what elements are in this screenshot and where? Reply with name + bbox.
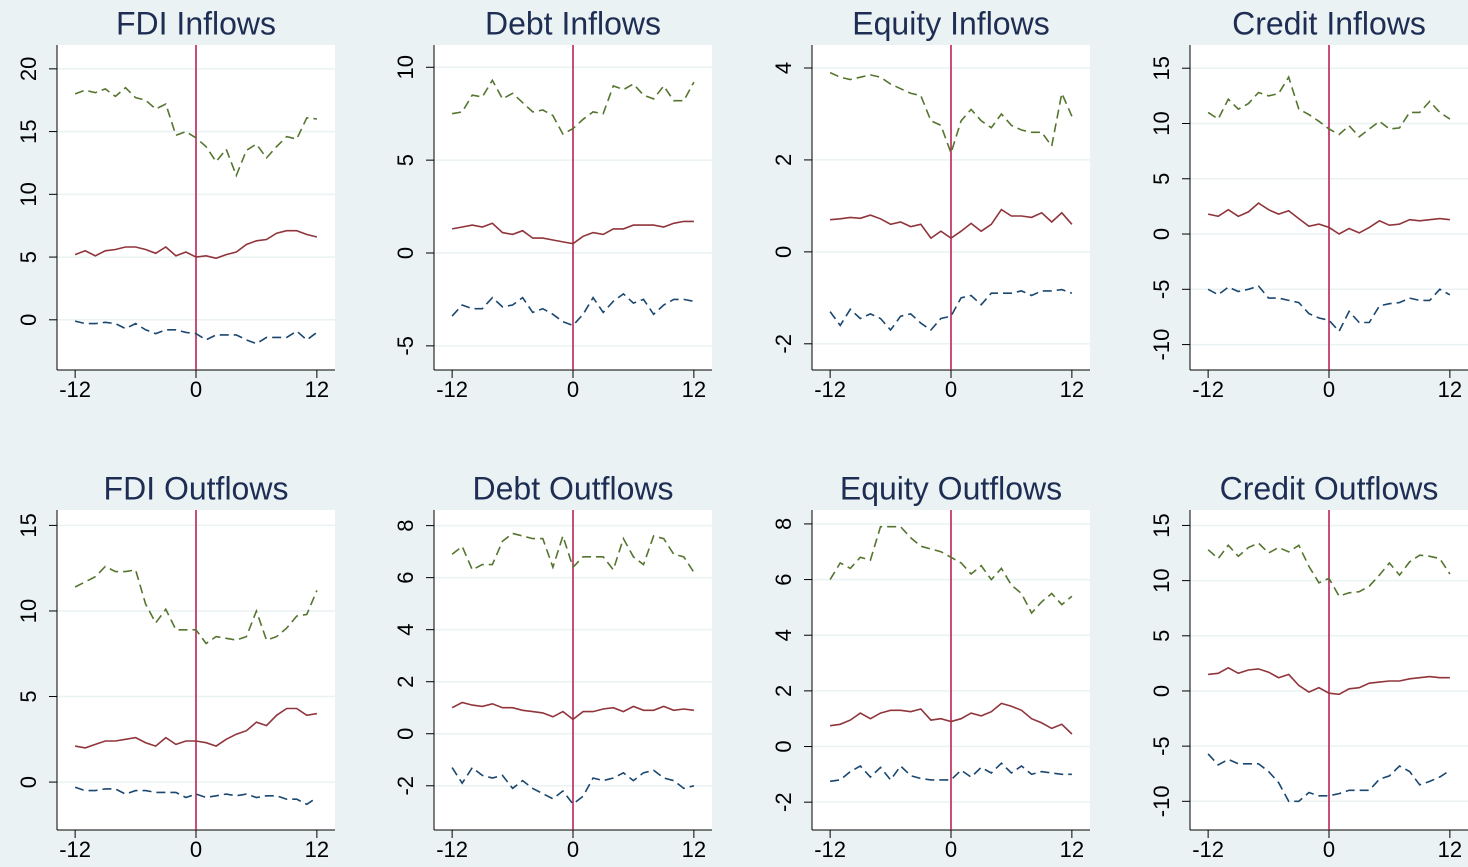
series-line	[451, 766, 695, 806]
x-tick-label: -12	[59, 837, 91, 862]
series-line	[1208, 666, 1450, 696]
x-tick-label: 0	[945, 377, 957, 402]
panel-title: Debt Outflows	[473, 470, 674, 506]
series-line	[829, 288, 1073, 332]
y-tick-label: 15	[16, 513, 41, 537]
x-tick-label: -12	[1192, 377, 1224, 402]
y-tick-label: 15	[16, 119, 41, 143]
x-tick-label: 0	[567, 837, 579, 862]
series-line	[74, 565, 318, 645]
y-tick-label: 4	[771, 629, 796, 641]
y-tick-label: 5	[16, 690, 41, 702]
y-tick-label: 5	[1149, 630, 1174, 642]
series-line	[74, 320, 318, 345]
y-tick-label: 10	[16, 599, 41, 623]
panel-title: Equity Inflows	[852, 5, 1049, 41]
x-tick-label: -12	[59, 377, 91, 402]
x-tick-label: -12	[436, 837, 468, 862]
panel-title: Equity Outflows	[840, 470, 1062, 506]
series-line	[829, 525, 1073, 615]
x-tick-label: 12	[1438, 837, 1462, 862]
y-tick-label: -5	[1149, 736, 1174, 756]
y-tick-label: 15	[1149, 56, 1174, 80]
y-tick-label: 10	[393, 55, 418, 79]
y-tick-label: -2	[771, 792, 796, 812]
x-tick-label: 12	[1438, 377, 1462, 402]
y-tick-label: 5	[16, 251, 41, 263]
y-tick-label: -2	[771, 334, 796, 354]
series-line	[829, 702, 1073, 735]
y-tick-label: 0	[393, 247, 418, 259]
series-line	[1207, 542, 1451, 598]
x-tick-label: -12	[814, 377, 846, 402]
y-tick-label: 0	[393, 728, 418, 740]
y-tick-label: 8	[771, 518, 796, 530]
y-tick-label: 0	[1149, 228, 1174, 240]
x-tick-label: 12	[305, 837, 329, 862]
series-line	[1207, 75, 1451, 138]
y-tick-label: 0	[771, 246, 796, 258]
y-tick-label: 8	[393, 519, 418, 531]
x-tick-label: 0	[190, 377, 202, 402]
y-tick-label: 15	[1149, 513, 1174, 537]
panel-title: FDI Outflows	[104, 470, 289, 506]
series-line	[451, 220, 694, 245]
y-tick-label: 5	[1149, 173, 1174, 185]
series-line	[451, 532, 695, 573]
series-line	[74, 229, 318, 260]
panel-title: Credit Inflows	[1232, 5, 1426, 41]
x-tick-label: 12	[1060, 837, 1084, 862]
y-tick-label: 0	[16, 314, 41, 326]
x-tick-label: -12	[436, 377, 468, 402]
x-tick-label: 0	[190, 837, 202, 862]
x-tick-label: 12	[682, 377, 706, 402]
series-line	[451, 701, 695, 721]
x-tick-label: 0	[1323, 377, 1335, 402]
panel-title: Credit Outflows	[1220, 470, 1439, 506]
y-tick-label: 20	[16, 57, 41, 81]
x-tick-label: 12	[1060, 377, 1084, 402]
x-tick-label: -12	[1192, 837, 1224, 862]
y-tick-label: 6	[771, 573, 796, 585]
y-tick-label: 6	[393, 572, 418, 584]
panel-title: FDI Inflows	[116, 5, 276, 41]
series-line	[829, 71, 1073, 156]
y-tick-label: -2	[393, 776, 418, 796]
series-line	[74, 707, 318, 749]
x-tick-label: -12	[814, 837, 846, 862]
series-line	[1207, 285, 1451, 333]
x-tick-label: 12	[682, 837, 706, 862]
series-line	[451, 78, 695, 136]
y-tick-label: -10	[1149, 785, 1174, 817]
y-tick-label: 4	[771, 62, 796, 74]
y-tick-label: 2	[771, 154, 796, 166]
series-line	[451, 292, 695, 327]
series-line	[830, 208, 1073, 240]
y-tick-label: 0	[16, 776, 41, 788]
y-tick-label: 4	[393, 624, 418, 636]
series-line	[829, 762, 1072, 783]
y-tick-label: 0	[1149, 685, 1174, 697]
series-line	[1207, 202, 1450, 235]
x-tick-label: 0	[945, 837, 957, 862]
y-tick-label: -5	[1149, 280, 1174, 300]
y-tick-label: 10	[1149, 111, 1174, 135]
y-tick-label: 10	[16, 182, 41, 206]
y-tick-label: -10	[1149, 329, 1174, 361]
series-line	[1207, 753, 1451, 803]
y-tick-label: 2	[393, 676, 418, 688]
x-tick-label: 0	[567, 377, 579, 402]
y-tick-label: 0	[771, 740, 796, 752]
y-tick-label: 2	[771, 685, 796, 697]
y-tick-label: 10	[1149, 568, 1174, 592]
panel-title: Debt Inflows	[485, 5, 661, 41]
y-tick-label: 5	[393, 154, 418, 166]
y-tick-label: -5	[393, 336, 418, 356]
series-line	[74, 86, 317, 178]
x-tick-label: 0	[1323, 837, 1335, 862]
x-tick-label: 12	[305, 377, 329, 402]
